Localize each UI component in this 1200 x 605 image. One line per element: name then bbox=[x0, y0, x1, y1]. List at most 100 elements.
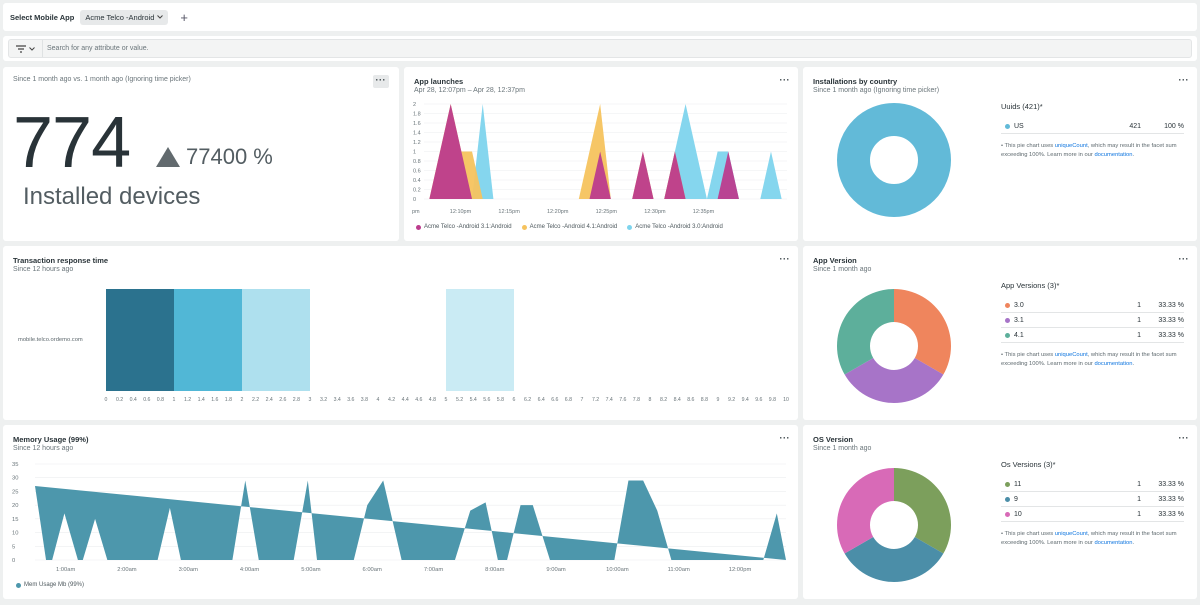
legend-item[interactable]: Acme Telco -Android 4.1:Android bbox=[521, 224, 617, 230]
card-subtitle: Since 12 hours ago bbox=[13, 445, 74, 452]
x-tick-label: 3.6 bbox=[347, 397, 354, 403]
x-tick-label: 8.8 bbox=[701, 397, 708, 403]
y-tick-label: 0.4 bbox=[413, 178, 421, 184]
row-count: 1 bbox=[1137, 510, 1141, 518]
x-tick-label: 6.4 bbox=[538, 397, 545, 403]
x-tick-label: 8.4 bbox=[674, 397, 681, 403]
x-tick-label: 2.8 bbox=[293, 397, 300, 403]
legend-item[interactable]: Acme Telco -Android 3.1:Android bbox=[416, 224, 512, 230]
pie-note: • This pie chart uses uniqueCount, which… bbox=[1001, 531, 1177, 546]
x-tick-label: 8:00am bbox=[485, 567, 505, 573]
unique-count-link[interactable]: uniqueCount bbox=[1054, 143, 1088, 149]
add-app-button[interactable]: + bbox=[180, 9, 188, 25]
search-input[interactable]: Search for any attribute or value. bbox=[47, 45, 149, 52]
filter-search[interactable]: Search for any attribute or value. bbox=[8, 39, 1192, 58]
x-tick-label: 7.2 bbox=[592, 397, 599, 403]
documentation-link[interactable]: documentation bbox=[1094, 539, 1133, 546]
pie-table-row[interactable]: 3.1 1 33.33 % bbox=[1001, 313, 1184, 328]
more-options-button[interactable]: ··· bbox=[1178, 254, 1189, 264]
more-options-button[interactable]: ··· bbox=[372, 75, 389, 88]
y-tick-label: 0.2 bbox=[413, 188, 421, 194]
x-tick-label: 5 bbox=[445, 397, 448, 403]
card-subtitle: Since 12 hours ago bbox=[13, 266, 74, 273]
pie-table-header: App Versions (3)* bbox=[1001, 281, 1060, 290]
x-tick-label: 1.4 bbox=[198, 397, 205, 403]
more-options-button[interactable]: ··· bbox=[779, 433, 790, 443]
series-area[interactable] bbox=[35, 480, 786, 560]
filter-bar: Search for any attribute or value. bbox=[3, 36, 1197, 61]
pie-table-header: Os Versions (3)* bbox=[1001, 460, 1056, 469]
pie-table-row[interactable]: US 421 100 % bbox=[1001, 119, 1184, 134]
chevron-down-icon bbox=[29, 46, 35, 51]
x-tick-label: 9 bbox=[717, 397, 720, 403]
unique-count-link[interactable]: uniqueCount bbox=[1054, 352, 1088, 358]
pie-table-row[interactable]: 11 1 33.33 % bbox=[1001, 477, 1184, 492]
pie-slice[interactable] bbox=[894, 289, 951, 375]
pie-note: • This pie chart uses uniqueCount, which… bbox=[1001, 352, 1177, 367]
documentation-link[interactable]: documentation bbox=[1094, 151, 1133, 158]
row-label: 10 bbox=[1001, 511, 1111, 518]
legend-label: Acme Telco -Android 3.1:Android bbox=[424, 224, 512, 230]
more-options-button[interactable]: ··· bbox=[1178, 433, 1189, 443]
unique-count-link[interactable]: uniqueCount bbox=[1054, 531, 1088, 537]
row-percent: 33.33 % bbox=[1158, 316, 1184, 324]
x-tick-label: 0.8 bbox=[157, 397, 164, 403]
y-tick-label: 15 bbox=[12, 517, 18, 523]
y-tick-label: 0.8 bbox=[413, 159, 421, 165]
series-area[interactable] bbox=[472, 104, 782, 199]
x-tick-label: 1.8 bbox=[225, 397, 232, 403]
y-tick-label: 0 bbox=[12, 558, 15, 564]
y-tick-label: 2 bbox=[413, 102, 416, 108]
billboard-label: Installed devices bbox=[23, 183, 201, 210]
y-tick-label: 1 bbox=[413, 150, 416, 156]
billboard-delta-value: 77400 % bbox=[186, 144, 273, 169]
row-percent: 33.33 % bbox=[1158, 301, 1184, 309]
pie-slice[interactable] bbox=[894, 468, 951, 554]
row-count: 421 bbox=[1129, 122, 1141, 130]
y-tick-label: 10 bbox=[12, 531, 18, 537]
more-options-button[interactable]: ··· bbox=[779, 75, 790, 85]
y-tick-label: 20 bbox=[12, 503, 18, 509]
legend-item[interactable]: Mem Usage Mb (99%) bbox=[16, 582, 84, 588]
pie-slice[interactable] bbox=[844, 537, 944, 582]
row-count: 1 bbox=[1137, 495, 1141, 503]
legend-item[interactable]: Acme Telco -Android 3.0:Android bbox=[627, 224, 723, 230]
pie-table-row[interactable]: 4.1 1 33.33 % bbox=[1001, 328, 1184, 343]
pie-slice[interactable] bbox=[844, 358, 944, 403]
heatmap-cell[interactable] bbox=[242, 289, 310, 391]
pie-slice[interactable] bbox=[837, 468, 894, 554]
documentation-link[interactable]: documentation bbox=[1094, 360, 1133, 367]
y-tick-label: 5 bbox=[12, 544, 15, 550]
pie-slice[interactable] bbox=[837, 289, 894, 375]
app-select-dropdown[interactable]: Acme Telco -Android bbox=[80, 9, 169, 25]
x-tick-label: 5:00am bbox=[301, 567, 321, 573]
row-label: 3.1 bbox=[1001, 317, 1111, 324]
row-label: US bbox=[1001, 123, 1111, 130]
heatmap-cell[interactable] bbox=[446, 289, 514, 391]
x-tick-label: 6:00am bbox=[363, 567, 383, 573]
card-title: App launches bbox=[414, 77, 464, 86]
x-tick-label: 12:15pm bbox=[498, 209, 520, 215]
heatmap-cell[interactable] bbox=[106, 289, 174, 391]
x-tick-label: 3:00am bbox=[179, 567, 199, 573]
card-subtitle: Since 1 month ago (Ignoring time picker) bbox=[813, 87, 940, 94]
filter-icon bbox=[16, 44, 26, 53]
legend-swatch bbox=[521, 224, 527, 230]
pie-slice[interactable] bbox=[837, 103, 951, 217]
x-tick-label: 8.2 bbox=[660, 397, 667, 403]
card-subtitle: Since 1 month ago vs. 1 month ago (Ignor… bbox=[13, 76, 191, 83]
y-tick-label: 25 bbox=[12, 489, 18, 495]
row-count: 1 bbox=[1137, 301, 1141, 309]
heatmap-cell[interactable] bbox=[174, 289, 242, 391]
x-tick-label: 0.6 bbox=[143, 397, 150, 403]
card-subtitle: Since 1 month ago bbox=[813, 445, 872, 452]
row-label: 9 bbox=[1001, 496, 1111, 503]
series-area[interactable] bbox=[429, 104, 739, 199]
more-options-button[interactable]: ··· bbox=[1178, 75, 1189, 85]
pie-table-row[interactable]: 10 1 33.33 % bbox=[1001, 507, 1184, 522]
country-pie-chart bbox=[837, 103, 951, 217]
more-options-button[interactable]: ··· bbox=[779, 254, 790, 264]
pie-table-row[interactable]: 3.0 1 33.33 % bbox=[1001, 298, 1184, 313]
pie-table-row[interactable]: 9 1 33.33 % bbox=[1001, 492, 1184, 507]
filter-button[interactable] bbox=[9, 40, 43, 57]
